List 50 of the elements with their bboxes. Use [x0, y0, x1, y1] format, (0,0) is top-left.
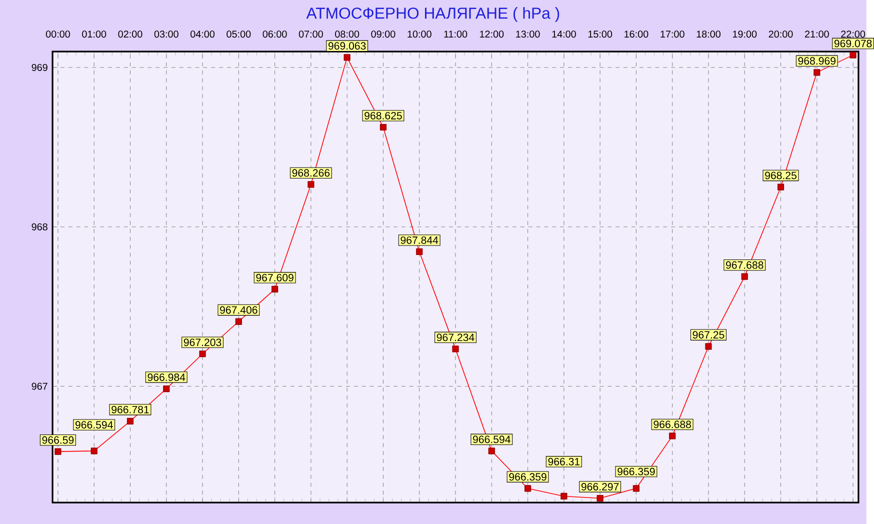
x-tick-label: 15:00 — [588, 30, 612, 38]
data-label: 967.25 — [692, 330, 724, 338]
x-tick-label: 01:00 — [82, 30, 106, 38]
data-label: 966.688 — [654, 420, 691, 428]
chart-title: АТМОСФЕРНО НАЛЯГАНЕ ( hPa ) — [306, 6, 560, 22]
x-tick-label: 14:00 — [552, 30, 576, 38]
data-label: 967.688 — [726, 261, 764, 269]
x-tick-label: 21:00 — [804, 30, 829, 38]
data-label: 966.297 — [581, 482, 619, 490]
x-tick-label: 05:00 — [226, 30, 251, 38]
x-tick-label: 11:00 — [444, 30, 468, 38]
x-tick-label: 19:00 — [732, 30, 757, 38]
x-tick-label: 16:00 — [624, 30, 648, 38]
data-label: 967.234 — [436, 333, 474, 341]
x-tick-label: 13:00 — [516, 30, 540, 38]
data-label: 966.984 — [148, 373, 186, 381]
x-tick-label: 20:00 — [768, 30, 793, 38]
x-tick-label: 04:00 — [190, 30, 215, 38]
x-tick-label: 06:00 — [262, 30, 287, 38]
data-label: 968.25 — [765, 172, 796, 180]
data-label: 968.969 — [798, 56, 836, 64]
data-label: 969.063 — [328, 42, 366, 50]
x-tick-label: 07:00 — [298, 30, 323, 38]
data-label: 966.31 — [548, 458, 580, 466]
data-label: 969.078 — [834, 40, 872, 48]
x-tick-label: 17:00 — [660, 30, 684, 38]
x-tick-label: 03:00 — [154, 30, 178, 38]
data-label: 966.594 — [473, 435, 510, 443]
data-label: 968.266 — [292, 168, 330, 176]
x-tick-label: 10:00 — [408, 30, 432, 38]
x-tick-label: 12:00 — [480, 30, 504, 38]
x-tick-label: 09:00 — [371, 30, 396, 38]
data-label: 967.844 — [400, 236, 438, 244]
x-tick-label: 22:00 — [841, 30, 866, 38]
data-label: 968.625 — [364, 112, 402, 120]
data-label: 966.594 — [75, 420, 113, 428]
data-label: 967.609 — [256, 274, 294, 282]
data-label: 967.203 — [184, 338, 222, 346]
data-label: 966.59 — [42, 436, 74, 444]
x-tick-label: 08:00 — [335, 30, 360, 38]
data-label: 966.781 — [112, 406, 149, 414]
x-tick-label: 00:00 — [46, 30, 70, 38]
data-label: 966.359 — [618, 468, 655, 476]
data-label: 967.406 — [220, 306, 258, 314]
y-tick-label: 967 — [32, 382, 48, 390]
y-tick-label: 968 — [32, 223, 48, 230]
x-tick-label: 18:00 — [696, 30, 720, 38]
data-label: 966.359 — [509, 472, 546, 480]
x-tick-label: 02:00 — [118, 30, 142, 38]
y-tick-label: 969 — [32, 64, 48, 71]
